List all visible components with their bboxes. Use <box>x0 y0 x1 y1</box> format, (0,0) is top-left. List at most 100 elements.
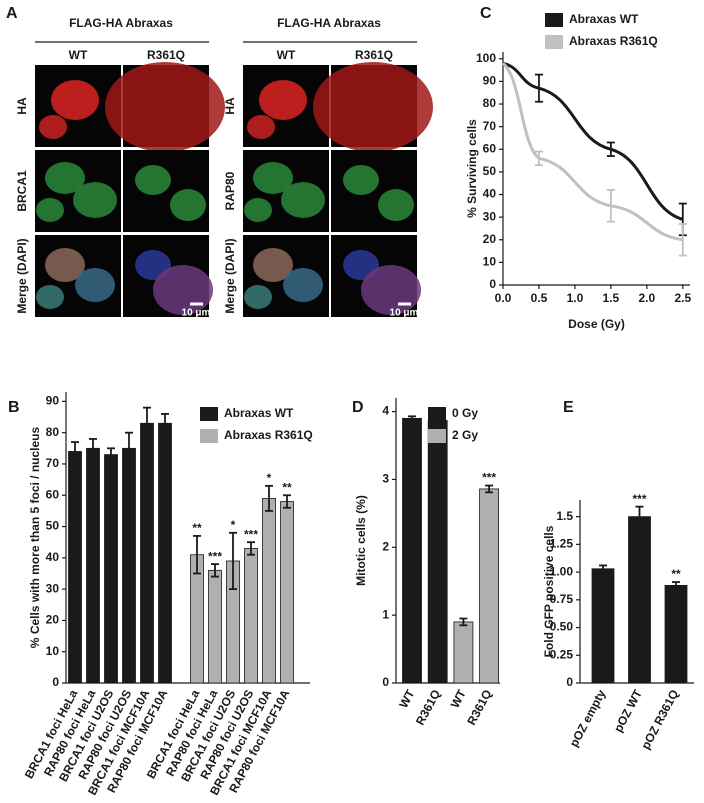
bar <box>158 422 172 684</box>
y-tick-label: 90 <box>483 74 497 88</box>
nucleus <box>244 198 272 222</box>
y-axis-label: % Surviving cells <box>465 119 479 218</box>
row-label: HA <box>15 97 29 115</box>
panel-letter: A <box>6 5 18 22</box>
x-tick-label: 1.0 <box>567 291 584 305</box>
nucleus <box>73 182 117 218</box>
nucleus <box>51 80 99 120</box>
y-tick-label: 100 <box>476 51 496 65</box>
y-tick-label: 80 <box>46 425 60 439</box>
error-bar <box>678 223 687 257</box>
y-tick-label: 80 <box>483 96 497 110</box>
nucleus <box>259 80 307 120</box>
error-bar <box>459 617 468 627</box>
bar <box>244 548 258 684</box>
x-tick-label: 1.5 <box>603 291 620 305</box>
x-tick-label: 2.5 <box>674 291 691 305</box>
column-label: WT <box>69 48 88 62</box>
nucleus <box>39 115 67 139</box>
error-bar <box>606 141 615 157</box>
scale-bar-label: 10 μm <box>390 308 419 319</box>
legend-swatch <box>428 429 446 443</box>
panel-letter: D <box>352 399 364 416</box>
fit-curve <box>502 61 684 221</box>
column-label: R361Q <box>355 48 393 62</box>
legend-label: Abraxas R361Q <box>569 34 658 48</box>
y-tick-label: 60 <box>46 487 60 501</box>
error-bar <box>143 406 151 440</box>
bar <box>122 447 136 684</box>
nucleus <box>253 162 293 194</box>
group-title: FLAG-HA Abraxas <box>277 16 381 30</box>
nucleus <box>170 189 206 221</box>
nucleus <box>36 285 64 309</box>
error-bar <box>193 535 201 575</box>
error-bar <box>283 494 291 509</box>
y-tick-label: 0.25 <box>550 647 574 661</box>
y-tick-label: 70 <box>46 456 60 470</box>
panel-letter: C <box>480 5 492 22</box>
significance: *** <box>632 492 646 506</box>
y-tick-label: 1.25 <box>550 537 574 551</box>
y-tick-label: 3 <box>382 472 389 486</box>
y-axis-label: Mitotic cells (%) <box>354 495 368 586</box>
y-tick-label: 10 <box>483 255 497 269</box>
x-tick-label: R361Q <box>413 687 443 727</box>
y-tick-label: 30 <box>46 581 60 595</box>
y-tick-label: 0 <box>489 277 496 291</box>
bar <box>427 419 448 684</box>
nucleus <box>105 62 225 152</box>
scale-bar-label: 10 μm <box>182 308 211 319</box>
row-label: BRCA1 <box>15 170 29 212</box>
error-bar <box>229 531 237 591</box>
legend-swatch <box>545 35 563 49</box>
legend-swatch <box>200 407 218 421</box>
bar <box>68 451 82 684</box>
error-bar <box>672 581 680 590</box>
nucleus <box>36 198 64 222</box>
error-bar <box>606 189 615 223</box>
y-axis-label: Fold GFP positive cells <box>542 525 556 657</box>
nucleus <box>247 115 275 139</box>
y-tick-label: 1.5 <box>556 509 573 523</box>
error-bar <box>107 447 115 462</box>
error-bar <box>534 73 543 103</box>
nucleus <box>343 165 379 195</box>
column-label: WT <box>277 48 296 62</box>
x-tick-label: WT <box>448 687 469 711</box>
bar <box>628 516 651 684</box>
y-tick-label: 2 <box>382 539 389 553</box>
x-tick-label: pOZ R361Q <box>638 687 681 751</box>
error-bar <box>89 438 97 459</box>
bar <box>140 422 154 684</box>
bar <box>86 447 100 684</box>
legend-swatch <box>428 407 446 421</box>
legend-swatch <box>545 13 563 27</box>
legend-label: Abraxas WT <box>569 12 639 26</box>
x-tick-label: pOZ empty <box>567 687 609 749</box>
fit-curve <box>501 62 684 242</box>
y-tick-label: 20 <box>46 613 60 627</box>
error-bar <box>485 484 494 494</box>
x-tick-label: 0.5 <box>531 291 548 305</box>
error-bar <box>125 431 133 465</box>
panel-letter: E <box>563 399 574 416</box>
bar <box>104 454 118 684</box>
row-label: HA <box>223 97 237 115</box>
row-label: RAP80 <box>223 171 237 210</box>
nucleus <box>45 248 85 282</box>
y-tick-label: 60 <box>483 141 497 155</box>
column-label: R361Q <box>147 48 185 62</box>
legend-label: Abraxas WT <box>224 406 294 420</box>
y-tick-label: 0 <box>566 675 573 689</box>
y-tick-label: 40 <box>46 550 60 564</box>
nucleus <box>135 165 171 195</box>
significance: *** <box>482 471 496 485</box>
bar <box>208 569 222 684</box>
significance: ** <box>282 480 292 494</box>
bar <box>402 417 422 684</box>
nucleus <box>75 268 115 302</box>
significance: ** <box>671 567 681 581</box>
bar <box>262 497 276 684</box>
legend-label: 0 Gy <box>452 406 478 420</box>
